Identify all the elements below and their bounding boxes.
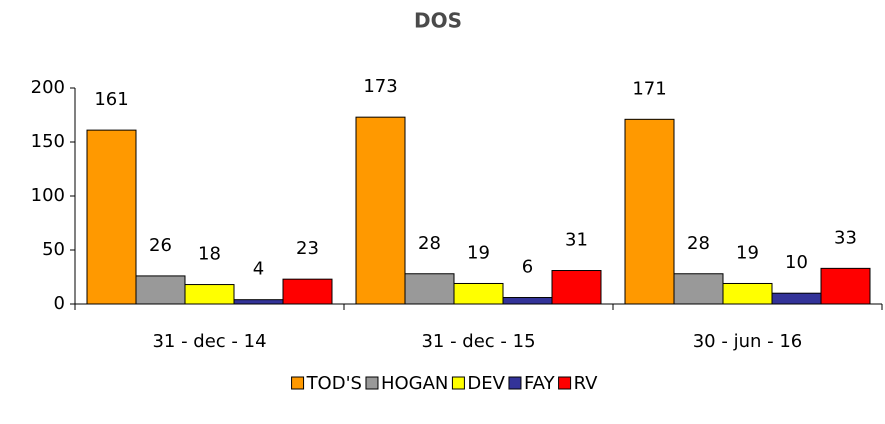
bar bbox=[820, 267, 871, 305]
legend-label: FAY bbox=[524, 373, 556, 394]
bar bbox=[233, 299, 284, 305]
bar bbox=[355, 116, 406, 305]
legend-label: RV bbox=[574, 373, 599, 394]
data-label: 26 bbox=[149, 235, 172, 256]
bar bbox=[624, 118, 675, 305]
y-tick-label: 200 bbox=[31, 77, 65, 98]
data-label: 28 bbox=[687, 233, 710, 254]
legend-label: HOGAN bbox=[381, 373, 448, 394]
data-label: 33 bbox=[834, 227, 857, 248]
bar bbox=[551, 270, 602, 305]
legend-swatch bbox=[558, 376, 572, 390]
data-label: 161 bbox=[94, 89, 128, 110]
bar bbox=[771, 292, 822, 305]
data-label: 4 bbox=[253, 259, 264, 280]
y-tick-label: 100 bbox=[31, 185, 65, 206]
data-label: 28 bbox=[418, 233, 441, 254]
data-label: 19 bbox=[467, 242, 490, 263]
data-label: 31 bbox=[565, 230, 588, 251]
bar bbox=[502, 297, 553, 305]
bar bbox=[282, 278, 333, 305]
bar bbox=[86, 129, 137, 305]
data-label: 10 bbox=[785, 252, 808, 273]
data-label: 19 bbox=[736, 242, 759, 263]
x-tick-label: 30 - jun - 16 bbox=[693, 331, 803, 352]
legend-swatch bbox=[508, 376, 522, 390]
bar bbox=[404, 273, 455, 305]
legend-label: TOD'S bbox=[306, 373, 362, 394]
y-tick-label: 150 bbox=[31, 131, 65, 152]
bar bbox=[722, 282, 773, 305]
x-tick-label: 31 - dec - 14 bbox=[152, 331, 266, 352]
legend-label: DEV bbox=[467, 373, 505, 394]
data-label: 23 bbox=[296, 238, 319, 259]
legend-swatch bbox=[365, 376, 379, 390]
bar bbox=[673, 273, 724, 305]
data-label: 18 bbox=[198, 244, 221, 265]
data-label: 173 bbox=[363, 76, 397, 97]
legend-swatch bbox=[291, 376, 305, 390]
bar bbox=[135, 275, 186, 305]
y-tick-label: 0 bbox=[54, 293, 65, 314]
bar bbox=[184, 284, 235, 305]
x-tick-label: 31 - dec - 15 bbox=[421, 331, 535, 352]
legend-swatch bbox=[451, 376, 465, 390]
chart-title: DOS bbox=[414, 9, 462, 33]
y-tick-label: 50 bbox=[42, 239, 65, 260]
data-label: 171 bbox=[632, 78, 666, 99]
data-label: 6 bbox=[522, 257, 533, 278]
bar bbox=[453, 282, 504, 305]
